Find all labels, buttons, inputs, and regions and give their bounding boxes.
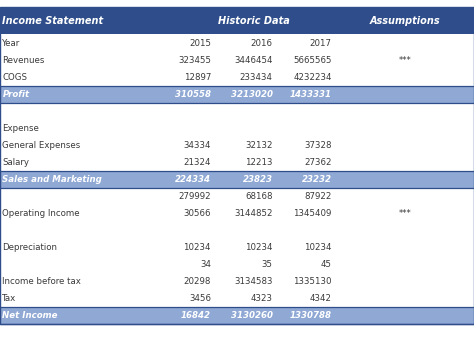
Text: 4342: 4342 <box>310 294 332 304</box>
FancyBboxPatch shape <box>0 290 474 308</box>
FancyBboxPatch shape <box>0 188 474 205</box>
FancyBboxPatch shape <box>0 137 474 154</box>
Text: Tax: Tax <box>2 294 17 304</box>
Text: 2017: 2017 <box>310 39 332 48</box>
Text: 4323: 4323 <box>251 294 273 304</box>
Text: Operating Income: Operating Income <box>2 209 80 218</box>
Text: Assumptions: Assumptions <box>370 16 440 26</box>
Text: 323455: 323455 <box>178 55 211 65</box>
Text: 30566: 30566 <box>183 209 211 218</box>
Text: Salary: Salary <box>2 158 29 167</box>
FancyBboxPatch shape <box>0 205 474 222</box>
Text: Expense: Expense <box>2 124 39 133</box>
FancyBboxPatch shape <box>0 86 474 103</box>
FancyBboxPatch shape <box>0 308 474 324</box>
Text: 10234: 10234 <box>183 243 211 252</box>
FancyBboxPatch shape <box>0 7 474 34</box>
Text: 34334: 34334 <box>183 141 211 150</box>
Text: Revenues: Revenues <box>2 55 45 65</box>
Text: 310558: 310558 <box>175 90 211 99</box>
Text: 3446454: 3446454 <box>234 55 273 65</box>
Text: Income before tax: Income before tax <box>2 277 81 286</box>
Text: Income Statement: Income Statement <box>2 16 103 26</box>
Text: COGS: COGS <box>2 73 27 81</box>
Text: Net Income: Net Income <box>2 311 58 320</box>
Text: 12897: 12897 <box>183 73 211 81</box>
FancyBboxPatch shape <box>0 51 474 69</box>
Text: 35: 35 <box>262 260 273 269</box>
Text: 1433331: 1433331 <box>290 90 332 99</box>
Text: 87922: 87922 <box>304 192 332 201</box>
Text: Depreciation: Depreciation <box>2 243 57 252</box>
Text: 3456: 3456 <box>189 294 211 304</box>
FancyBboxPatch shape <box>0 154 474 171</box>
Text: 1335130: 1335130 <box>293 277 332 286</box>
Text: 233434: 233434 <box>239 73 273 81</box>
Text: General Expenses: General Expenses <box>2 141 81 150</box>
Text: 3130260: 3130260 <box>230 311 273 320</box>
Text: 3144852: 3144852 <box>234 209 273 218</box>
Text: 32132: 32132 <box>245 141 273 150</box>
Text: Profit: Profit <box>2 90 29 99</box>
Text: ***: *** <box>399 209 411 218</box>
Text: 68168: 68168 <box>245 192 273 201</box>
FancyBboxPatch shape <box>0 256 474 273</box>
Text: ***: *** <box>399 55 411 65</box>
Text: 34: 34 <box>200 260 211 269</box>
Text: 3213020: 3213020 <box>230 90 273 99</box>
FancyBboxPatch shape <box>0 120 474 137</box>
Text: 2016: 2016 <box>251 39 273 48</box>
FancyBboxPatch shape <box>0 239 474 256</box>
Text: 224334: 224334 <box>175 175 211 184</box>
Text: 4232234: 4232234 <box>293 73 332 81</box>
FancyBboxPatch shape <box>0 34 474 51</box>
Text: 20298: 20298 <box>183 277 211 286</box>
Text: Year: Year <box>2 39 21 48</box>
Text: 21324: 21324 <box>183 158 211 167</box>
Text: 3134583: 3134583 <box>234 277 273 286</box>
Text: 279992: 279992 <box>178 192 211 201</box>
Text: 12213: 12213 <box>245 158 273 167</box>
FancyBboxPatch shape <box>0 171 474 188</box>
FancyBboxPatch shape <box>0 69 474 86</box>
Text: 2015: 2015 <box>189 39 211 48</box>
Text: 27362: 27362 <box>304 158 332 167</box>
FancyBboxPatch shape <box>0 103 474 120</box>
Text: Historic Data: Historic Data <box>218 16 290 26</box>
Text: 23232: 23232 <box>302 175 332 184</box>
Text: 37328: 37328 <box>304 141 332 150</box>
Text: 5665565: 5665565 <box>293 55 332 65</box>
FancyBboxPatch shape <box>0 222 474 239</box>
Text: 1345409: 1345409 <box>293 209 332 218</box>
Text: Sales and Marketing: Sales and Marketing <box>2 175 102 184</box>
Text: 1330788: 1330788 <box>290 311 332 320</box>
Text: 10234: 10234 <box>304 243 332 252</box>
Text: 23823: 23823 <box>243 175 273 184</box>
Text: 45: 45 <box>321 260 332 269</box>
Text: 10234: 10234 <box>245 243 273 252</box>
Text: 16842: 16842 <box>181 311 211 320</box>
FancyBboxPatch shape <box>0 273 474 290</box>
